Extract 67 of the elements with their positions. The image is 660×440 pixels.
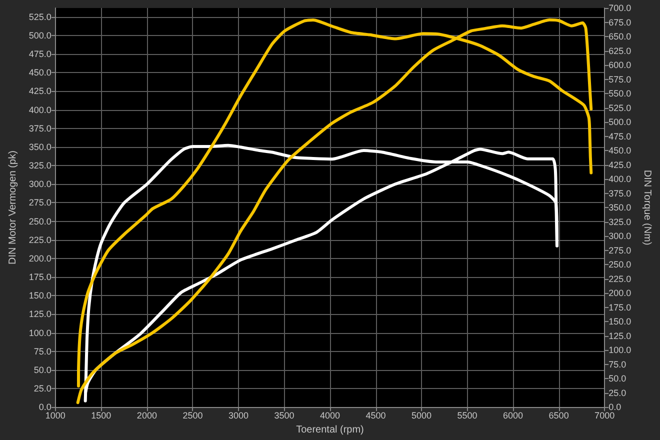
y-tick-label: 25.0 xyxy=(34,384,52,394)
y2-tick-label: 275.0 xyxy=(608,245,632,256)
y2-tick-label: 225.0 xyxy=(608,274,632,284)
y-tick-label: 0.0 xyxy=(38,402,52,412)
y2-axis-title: DIN Torque (Nm) xyxy=(642,170,652,246)
y2-tick-label: 475.0 xyxy=(608,131,632,142)
y-tick-label: 175.0 xyxy=(28,272,52,282)
y-tick-label: 325.0 xyxy=(28,160,52,171)
y2-tick-label: 500.0 xyxy=(608,117,632,128)
x-tick-label: 1500 xyxy=(91,410,112,421)
y2-tick-label: 300.0 xyxy=(608,231,632,242)
x-tick-label: 4500 xyxy=(366,410,386,421)
y-tick-label: 500.0 xyxy=(28,30,52,40)
x-tick-label: 7000 xyxy=(594,410,615,421)
y-tick-label: 275.0 xyxy=(28,198,52,208)
y2-tick-label: 250.0 xyxy=(608,260,632,270)
y-tick-label: 375.0 xyxy=(28,123,52,134)
x-tick-label: 6000 xyxy=(503,410,524,421)
y2-tick-label: 100.0 xyxy=(608,345,632,356)
x-tick-label: 5000 xyxy=(412,410,432,421)
y2-tick-label: 175.0 xyxy=(608,302,632,312)
y2-tick-label: 325.0 xyxy=(608,216,632,227)
x-tick-label: 2500 xyxy=(182,410,203,421)
y-tick-label: 100.0 xyxy=(28,328,52,338)
y2-tick-label: 600.0 xyxy=(608,60,632,70)
y-axis-title: DIN Motor Vermogen (pk) xyxy=(8,150,18,265)
y2-tick-label: 625.0 xyxy=(608,46,632,56)
y2-tick-label: 550.0 xyxy=(608,88,632,99)
x-tick-label: 3500 xyxy=(274,410,294,421)
x-tick-label: 5500 xyxy=(457,410,478,421)
y-tick-label: 150.0 xyxy=(28,290,52,301)
y2-tick-label: 400.0 xyxy=(608,174,632,184)
y2-tick-label: 25.0 xyxy=(608,388,626,398)
y-tick-label: 75.0 xyxy=(34,346,52,356)
y-tick-label: 50.0 xyxy=(34,364,52,375)
y2-tick-label: 425.0 xyxy=(608,160,632,170)
y-tick-label: 200.0 xyxy=(28,253,52,264)
y2-tick-label: 0.0 xyxy=(608,402,622,412)
y2-tick-label: 650.0 xyxy=(608,32,632,42)
y-tick-label: 350.0 xyxy=(28,142,52,152)
y2-tick-label: 675.0 xyxy=(608,17,632,28)
y-tick-label: 400.0 xyxy=(28,104,52,115)
y2-tick-label: 200.0 xyxy=(608,288,632,298)
y-tick-label: 525.0 xyxy=(28,12,52,22)
y2-tick-label: 700.0 xyxy=(608,3,632,13)
x-tick-label: 3000 xyxy=(228,410,248,421)
y2-tick-label: 75.0 xyxy=(608,359,626,370)
y-tick-label: 450.0 xyxy=(28,68,52,78)
y-tick-label: 250.0 xyxy=(28,216,52,226)
x-tick-label: 4000 xyxy=(320,410,340,421)
y2-tick-label: 525.0 xyxy=(608,102,632,113)
y2-tick-label: 575.0 xyxy=(608,74,632,84)
y-tick-label: 225.0 xyxy=(28,234,52,245)
y2-tick-label: 125.0 xyxy=(608,330,632,341)
x-axis-title: Toerental (rpm) xyxy=(296,424,364,436)
y2-tick-label: 350.0 xyxy=(608,202,632,213)
y2-tick-label: 50.0 xyxy=(608,374,626,384)
y-tick-label: 125.0 xyxy=(28,309,52,320)
y-tick-label: 425.0 xyxy=(28,86,52,96)
y2-tick-label: 375.0 xyxy=(608,188,632,198)
y2-tick-label: 150.0 xyxy=(608,316,632,327)
x-tick-label: 1000 xyxy=(45,410,66,421)
y-tick-label: 300.0 xyxy=(28,179,52,190)
y2-tick-label: 450.0 xyxy=(608,146,632,156)
y-tick-label: 475.0 xyxy=(28,49,52,60)
x-tick-label: 2000 xyxy=(136,410,157,421)
x-tick-label: 6500 xyxy=(548,410,569,421)
